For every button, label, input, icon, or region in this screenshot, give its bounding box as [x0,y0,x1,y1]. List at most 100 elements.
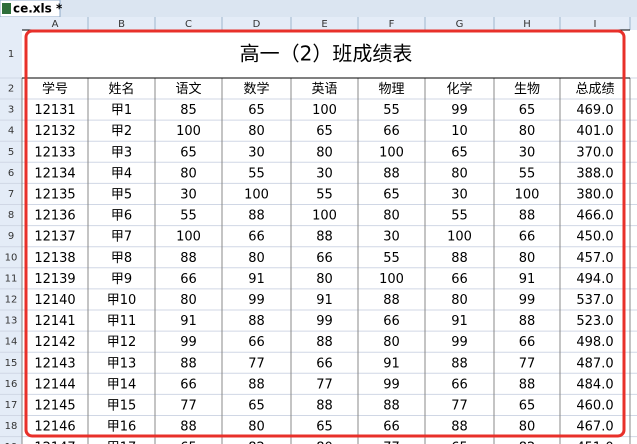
cell[interactable]: 55 [180,209,197,224]
cell[interactable]: 80 [519,420,536,435]
cell[interactable]: 12136 [34,209,75,224]
cell[interactable]: 55 [451,209,468,224]
cell[interactable]: 80 [180,166,197,181]
cell[interactable]: 457.0 [576,251,613,266]
header-cell[interactable]: 姓名 [108,81,134,97]
cell[interactable]: 460.0 [576,398,613,413]
row-number[interactable]: 16 [5,379,18,390]
cell[interactable]: 537.0 [576,293,613,308]
cell[interactable]: 466.0 [576,209,613,224]
cell[interactable]: 88 [248,377,265,392]
cell[interactable]: 甲2 [111,124,132,139]
cell[interactable]: 30 [451,187,468,202]
cell[interactable]: 91 [519,272,536,287]
cell[interactable]: 甲1 [111,103,132,118]
cell[interactable]: 100 [176,230,201,245]
cell[interactable]: 77 [383,441,400,444]
cell[interactable]: 65 [248,398,265,413]
column-letter[interactable]: E [321,19,327,30]
cell[interactable]: 66 [383,124,400,139]
cell[interactable]: 55 [383,103,400,118]
cell[interactable]: 469.0 [576,103,613,118]
cell[interactable]: 77 [451,398,468,413]
cell[interactable]: 甲7 [111,230,132,245]
row-number[interactable]: 7 [8,189,14,200]
cell[interactable]: 55 [383,251,400,266]
cell[interactable]: 99 [248,293,265,308]
cell[interactable]: 99 [451,335,468,350]
cell[interactable]: 甲17 [107,441,137,444]
cell[interactable]: 498.0 [576,335,613,350]
header-cell[interactable]: 英语 [311,82,337,97]
cell[interactable]: 30 [316,166,333,181]
cell[interactable]: 55 [316,187,333,202]
cell[interactable]: 12132 [34,124,75,139]
cell[interactable]: 88 [180,420,197,435]
cell[interactable]: 12138 [34,251,75,266]
column-letter[interactable]: F [389,19,395,30]
cell[interactable]: 88 [316,398,333,413]
cell[interactable]: 370.0 [576,145,613,160]
cell[interactable]: 91 [451,314,468,329]
cell[interactable]: 77 [180,398,197,413]
row-number[interactable]: 17 [5,400,18,411]
cell[interactable]: 甲10 [107,293,137,308]
cell[interactable]: 65 [519,103,536,118]
row-number[interactable]: 3 [8,105,14,116]
cell[interactable]: 100 [312,103,337,118]
cell[interactable]: 12146 [34,420,75,435]
cell[interactable]: 100 [447,230,472,245]
row-number[interactable]: 13 [5,316,18,327]
cell[interactable]: 65 [519,398,536,413]
row-number[interactable]: 12 [5,294,18,305]
cell[interactable]: 12139 [34,272,75,287]
column-letter[interactable]: H [523,19,531,30]
cell[interactable]: 450.0 [576,230,613,245]
cell[interactable]: 91 [383,356,400,371]
cell[interactable]: 65 [451,145,468,160]
cell[interactable]: 66 [383,314,400,329]
cell[interactable]: 12142 [34,335,75,350]
cell[interactable]: 30 [180,187,197,202]
cell[interactable]: 88 [248,314,265,329]
row-number[interactable]: 5 [8,147,14,158]
cell[interactable]: 12141 [34,314,75,329]
cell[interactable]: 91 [180,314,197,329]
cell[interactable]: 388.0 [576,166,613,181]
cell[interactable]: 80 [383,209,400,224]
cell[interactable]: 12145 [34,398,75,413]
column-letter[interactable]: B [118,19,125,30]
cell[interactable]: 494.0 [576,272,613,287]
cell[interactable]: 82 [248,441,265,444]
cell[interactable]: 88 [451,251,468,266]
cell[interactable]: 100 [312,209,337,224]
cell[interactable]: 66 [180,377,197,392]
row-number[interactable]: 8 [8,210,14,221]
cell[interactable]: 65 [383,187,400,202]
cell[interactable]: 66 [316,356,333,371]
cell[interactable]: 401.0 [576,124,613,139]
cell[interactable]: 66 [383,420,400,435]
cell[interactable]: 100 [379,272,404,287]
cell[interactable]: 80 [248,420,265,435]
cell[interactable]: 66 [248,230,265,245]
cell[interactable]: 12147 [34,441,75,444]
cell[interactable]: 66 [180,272,197,287]
cell[interactable]: 66 [519,230,536,245]
cell[interactable]: 甲4 [111,166,132,181]
cell[interactable]: 88 [519,209,536,224]
cell[interactable]: 91 [248,272,265,287]
cell[interactable]: 65 [316,124,333,139]
row-number[interactable]: 9 [8,231,14,242]
cell[interactable]: 88 [180,251,197,266]
row-number[interactable]: 19 [5,442,18,444]
column-letter[interactable]: A [52,19,59,30]
cell[interactable]: 65 [180,145,197,160]
row-number[interactable]: 1 [8,49,14,60]
cell[interactable]: 甲13 [107,356,137,371]
cell[interactable]: 66 [451,272,468,287]
row-number[interactable]: 14 [5,337,18,348]
cell[interactable]: 甲6 [111,209,132,224]
column-letter[interactable]: I [594,19,597,30]
cell[interactable]: 80 [451,293,468,308]
